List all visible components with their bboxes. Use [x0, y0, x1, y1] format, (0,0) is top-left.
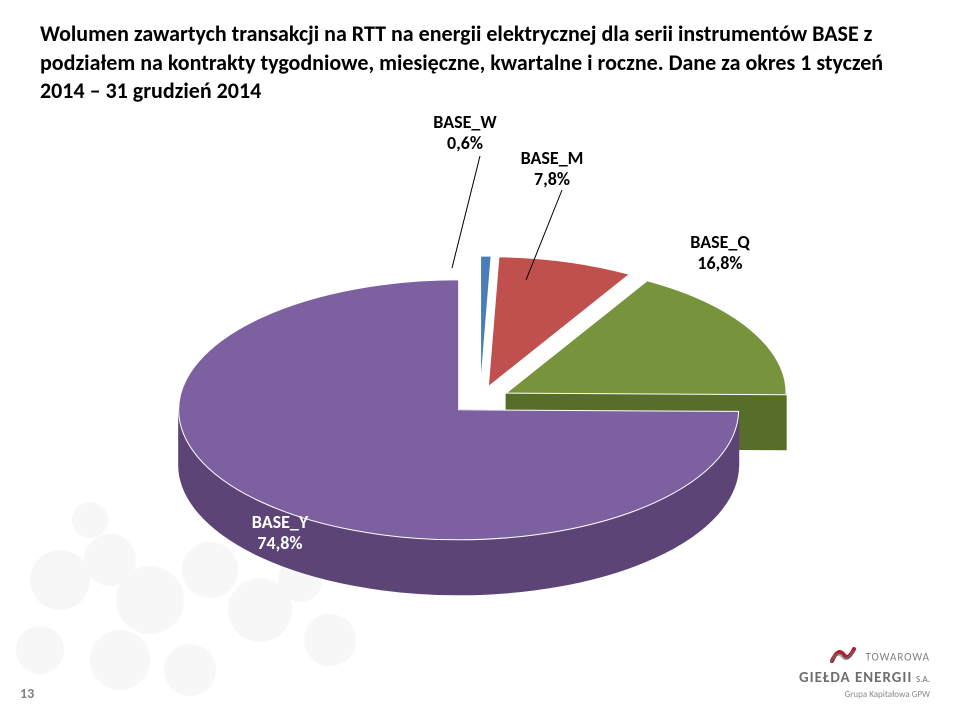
footer-logo: TOWAROWA GIEŁDA ENERGII S.A. Grupa Kapit…	[799, 645, 930, 700]
logo-icon	[830, 645, 856, 668]
logo-line1: TOWAROWA	[865, 650, 930, 663]
page-number: 13	[20, 685, 34, 702]
pie-chart-svg	[120, 120, 840, 640]
slice-label-base_y: BASE_Y74,8%	[220, 512, 340, 553]
slice-label-base_m: BASE_M7,8%	[492, 148, 612, 189]
pie-chart: BASE_W0,6%BASE_M7,8%BASE_Q16,8%BASE_Y74,…	[120, 120, 840, 640]
slide: Wolumen zawartych transakcji na RTT na e…	[0, 0, 960, 720]
logo-sa: S.A.	[916, 674, 930, 685]
logo-line2: GIEŁDA ENERGII	[799, 669, 912, 687]
slice-label-base_q: BASE_Q16,8%	[660, 232, 780, 273]
page-title: Wolumen zawartych transakcji na RTT na e…	[40, 20, 920, 106]
logo-subtitle: Grupa Kapitałowa GPW	[799, 689, 930, 700]
